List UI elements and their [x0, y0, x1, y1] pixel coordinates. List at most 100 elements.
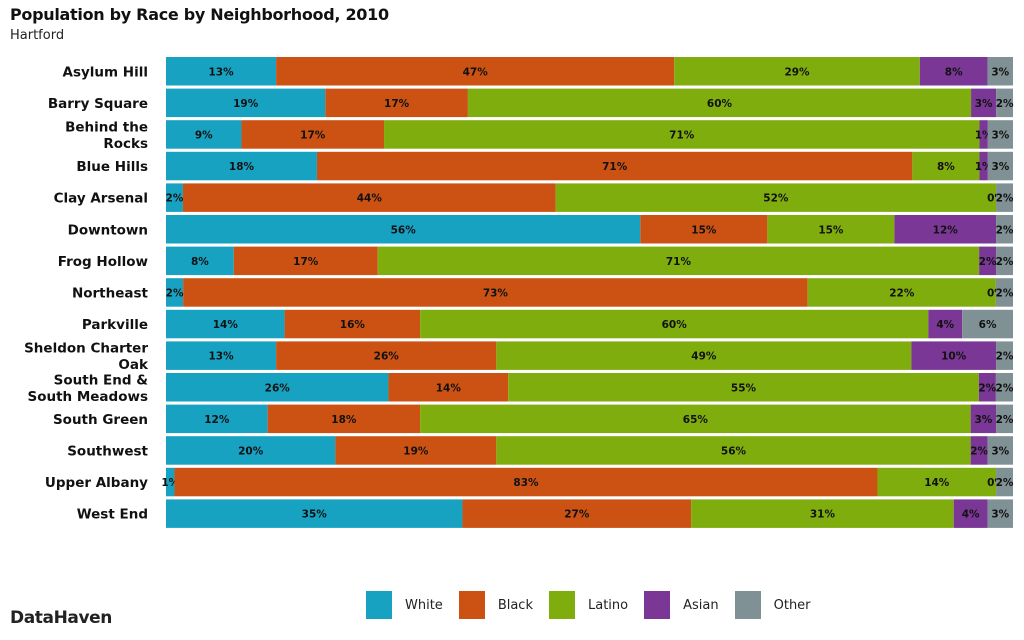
bar-south-end-south-meadows-other [995, 373, 1013, 402]
bar-asylum-hill-asian [919, 57, 988, 86]
data-label-southwest-white: 20% [238, 445, 264, 457]
data-label-blue-hills-other: 3% [992, 161, 1010, 173]
bar-south-green-latino [420, 404, 971, 434]
bar-behind-the-rocks-asian [979, 120, 988, 149]
bar-downtown-white [166, 215, 641, 244]
data-label-parkville-black: 16% [340, 319, 366, 331]
bar-blue-hills-white [166, 151, 317, 181]
data-label-south-green-black: 18% [331, 414, 357, 426]
bar-frog-hollow-other [996, 246, 1013, 276]
bar-downtown-latino [767, 215, 895, 244]
legend-label-asian: Asian [683, 597, 719, 613]
y-tick-label-asylum-hill: Asylum Hill [63, 64, 148, 80]
bar-frog-hollow-black [233, 246, 378, 276]
data-label-barry-square-black: 17% [384, 98, 410, 110]
data-label-frog-hollow-other: 2% [996, 256, 1014, 268]
bar-asylum-hill-other [987, 57, 1013, 86]
y-tick-label-sheldon-charter-oak: Sheldon Charter Oak [24, 341, 149, 374]
data-label-south-end-south-meadows-other: 2% [996, 382, 1014, 394]
data-label-behind-the-rocks-latino: 71% [669, 129, 695, 141]
chart-subtitle: Hartford [10, 28, 65, 43]
data-label-behind-the-rocks-black: 17% [300, 129, 326, 141]
bar-upper-albany-other [996, 467, 1013, 497]
data-label-parkville-white: 14% [213, 319, 239, 331]
legend-item-other: Other [734, 591, 811, 619]
data-label-sheldon-charter-oak-white: 13% [208, 351, 234, 363]
bar-west-end-asian [953, 499, 988, 528]
data-label-south-end-south-meadows-black: 14% [436, 382, 462, 394]
data-label-blue-hills-white: 18% [229, 161, 255, 173]
data-label-behind-the-rocks-white: 9% [195, 129, 213, 141]
data-label-sheldon-charter-oak-other: 2% [996, 351, 1014, 363]
y-tick-label-behind-the-rocks: Behind the Rocks [65, 119, 148, 152]
bar-clay-arsenal-latino [555, 183, 997, 212]
bar-south-green-other [996, 404, 1013, 434]
data-label-west-end-latino: 31% [810, 509, 836, 521]
bar-south-end-south-meadows-black [388, 373, 509, 402]
data-label-upper-albany-latino: 14% [924, 477, 950, 489]
data-label-clay-arsenal-other: 2% [996, 193, 1014, 205]
bar-asylum-hill-black [276, 57, 675, 86]
data-label-southwest-black: 19% [403, 445, 429, 457]
data-label-sheldon-charter-oak-latino: 49% [691, 351, 717, 363]
data-label-clay-arsenal-latino: 52% [763, 193, 789, 205]
bar-blue-hills-other [987, 151, 1013, 181]
bar-barry-square-latino [467, 88, 972, 118]
bar-northeast-white [166, 278, 184, 307]
bar-northeast-latino [807, 278, 996, 307]
data-label-asylum-hill-other: 3% [991, 66, 1009, 78]
data-label-northeast-white: 2% [166, 287, 184, 299]
data-label-asylum-hill-black: 47% [463, 66, 489, 78]
data-label-parkville-latino: 60% [662, 319, 688, 331]
bar-behind-the-rocks-white [166, 120, 242, 149]
bar-barry-square-asian [971, 88, 997, 118]
bar-parkville-latino [420, 309, 929, 339]
data-label-sheldon-charter-oak-black: 26% [374, 351, 400, 363]
bar-northeast-other [995, 278, 1013, 307]
bar-clay-arsenal-black [182, 183, 556, 212]
bar-west-end-white [166, 499, 463, 528]
bar-southwest-asian [970, 436, 988, 465]
data-label-behind-the-rocks-other: 3% [992, 129, 1010, 141]
data-label-barry-square-latino: 60% [707, 98, 733, 110]
bar-west-end-black [462, 499, 692, 528]
data-label-south-green-other: 2% [996, 414, 1014, 426]
data-label-parkville-asian: 4% [936, 319, 954, 331]
chart-title: Population by Race by Neighborhood, 2010 [10, 5, 389, 24]
legend-label-latino: Latino [588, 597, 629, 613]
bar-frog-hollow-white [166, 246, 234, 276]
bar-asylum-hill-white [166, 57, 277, 86]
data-label-frog-hollow-latino: 71% [666, 256, 692, 268]
data-label-south-end-south-meadows-white: 26% [265, 382, 291, 394]
data-label-frog-hollow-black: 17% [293, 256, 319, 268]
data-label-downtown-white: 56% [391, 224, 417, 236]
legend-item-black: Black [458, 591, 533, 619]
y-tick-label-frog-hollow: Frog Hollow [58, 254, 148, 270]
bar-downtown-asian [894, 215, 997, 244]
data-label-blue-hills-black: 71% [602, 161, 628, 173]
data-label-frog-hollow-white: 8% [191, 256, 209, 268]
bar-upper-albany-white [166, 467, 175, 497]
data-label-southwest-asian: 2% [970, 445, 988, 457]
data-label-northeast-latino: 22% [889, 287, 915, 299]
bar-west-end-other [987, 499, 1013, 528]
legend-item-asian: Asian [644, 591, 719, 619]
legend-swatch-black [458, 591, 485, 619]
y-tick-label-barry-square: Barry Square [48, 96, 148, 112]
bar-blue-hills-asian [979, 151, 988, 181]
bar-sheldon-charter-oak-latino [496, 341, 912, 370]
bar-blue-hills-black [316, 151, 913, 181]
bar-sheldon-charter-oak-white [166, 341, 277, 370]
bar-south-end-south-meadows-white [166, 373, 389, 402]
data-label-asylum-hill-latino: 29% [784, 66, 810, 78]
y-tick-label-west-end: West End [77, 507, 148, 523]
data-label-west-end-white: 35% [302, 509, 328, 521]
y-tick-label-south-green: South Green [53, 412, 148, 428]
bar-south-green-black [267, 404, 421, 434]
bar-south-green-asian [970, 404, 997, 434]
bar-sheldon-charter-oak-asian [911, 341, 997, 370]
bar-sheldon-charter-oak-black [276, 341, 497, 370]
data-label-south-green-asian: 3% [974, 414, 992, 426]
legend-item-latino: Latino [549, 591, 628, 619]
legend-swatch-latino [549, 591, 575, 619]
